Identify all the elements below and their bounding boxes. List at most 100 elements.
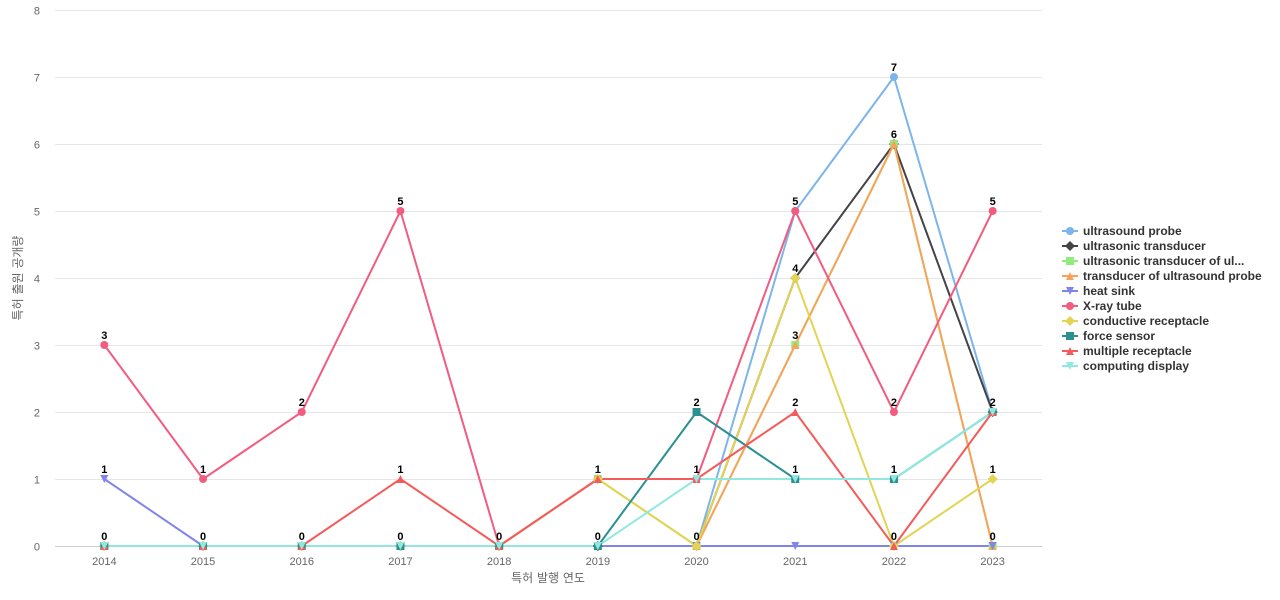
data-label: 2	[792, 397, 798, 409]
legend-marker-icon	[1066, 362, 1074, 370]
data-label: 5	[792, 196, 798, 208]
data-point	[396, 207, 405, 215]
data-point	[889, 408, 898, 416]
x-tick-label: 2018	[487, 556, 511, 568]
data-label: 1	[693, 464, 699, 476]
legend-item[interactable]: transducer of ultrasound probe	[1062, 269, 1262, 283]
data-label: 2	[990, 397, 996, 409]
legend-marker-icon	[1066, 302, 1074, 310]
legend-item[interactable]: conductive receptacle	[1062, 314, 1209, 328]
data-point	[889, 73, 898, 81]
series-lines	[103, 76, 994, 547]
y-tick-label: 0	[34, 542, 40, 554]
data-label: 0	[891, 531, 897, 543]
data-label: 0	[299, 531, 305, 543]
series-line	[103, 210, 994, 547]
y-tick-label: 3	[34, 341, 40, 353]
legend-item[interactable]: ultrasound probe	[1062, 224, 1182, 238]
data-point	[495, 542, 504, 550]
legend-marker-icon	[1066, 332, 1074, 340]
data-label: 3	[792, 330, 798, 342]
data-point	[889, 140, 898, 148]
data-point	[889, 542, 898, 550]
legend-item[interactable]: multiple receptacle	[1062, 344, 1192, 358]
data-point	[593, 542, 602, 550]
data-label: 2	[891, 397, 897, 409]
legend-label: ultrasonic transducer of ul...	[1083, 254, 1244, 268]
gridlines	[55, 10, 1042, 480]
data-label: 6	[891, 129, 897, 141]
data-label: 1	[101, 464, 107, 476]
data-label: 1	[595, 464, 601, 476]
data-point	[297, 408, 306, 416]
data-point	[791, 475, 800, 483]
data-label: 1	[990, 464, 996, 476]
x-tick-label: 2014	[92, 556, 116, 568]
data-label: 0	[101, 531, 107, 543]
data-label: 5	[397, 196, 403, 208]
series-line	[103, 411, 994, 547]
y-tick-label: 5	[34, 207, 40, 219]
legend-marker-icon	[1066, 257, 1074, 265]
x-tick-label: 2016	[290, 556, 314, 568]
legend-label: force sensor	[1083, 329, 1155, 343]
data-point	[100, 542, 109, 550]
data-label: 2	[299, 397, 305, 409]
data-label: 7	[891, 62, 897, 74]
data-label: 2	[693, 397, 699, 409]
data-point	[988, 408, 997, 416]
data-point	[691, 541, 702, 551]
x-axis-title: 특허 발행 연도	[511, 570, 585, 585]
data-label: 5	[990, 196, 996, 208]
x-tick-label: 2017	[388, 556, 412, 568]
data-point	[100, 475, 109, 483]
data-point	[396, 542, 405, 550]
legend-item[interactable]: computing display	[1062, 359, 1189, 373]
data-label: 4	[792, 263, 799, 275]
legend-label: computing display	[1083, 359, 1189, 373]
data-point	[791, 341, 800, 349]
data-point	[791, 542, 800, 550]
data-point	[199, 475, 208, 483]
legend-label: heat sink	[1083, 284, 1135, 298]
data-label: 0	[496, 531, 502, 543]
y-tick-label: 2	[34, 408, 40, 420]
data-point	[988, 207, 997, 215]
x-tick-label: 2015	[191, 556, 215, 568]
data-point	[100, 341, 109, 349]
x-tick-label: 2023	[980, 556, 1004, 568]
x-tick-label: 2019	[586, 556, 610, 568]
legend-label: ultrasound probe	[1083, 224, 1182, 238]
y-tick-label: 6	[34, 140, 40, 152]
data-point	[987, 474, 998, 484]
legend-item[interactable]: force sensor	[1062, 329, 1155, 343]
legend-item[interactable]: ultrasonic transducer	[1062, 239, 1206, 253]
legend-marker-icon	[1066, 287, 1074, 295]
legend-item[interactable]: ultrasonic transducer of ul...	[1062, 254, 1244, 268]
legend-marker-icon	[1065, 241, 1075, 251]
legend-marker-icon	[1066, 347, 1074, 355]
legend-label: conductive receptacle	[1083, 314, 1209, 328]
legend-label: X-ray tube	[1083, 299, 1142, 313]
data-point	[199, 542, 208, 550]
legend-item[interactable]: heat sink	[1062, 284, 1135, 298]
x-tick-label: 2021	[783, 556, 807, 568]
legend-item[interactable]: X-ray tube	[1062, 299, 1142, 313]
y-axis-title: 특허 출원 공개량	[11, 236, 25, 321]
data-label: 0	[693, 531, 699, 543]
data-point	[889, 475, 898, 483]
x-tick-label: 2022	[882, 556, 906, 568]
y-tick-label: 7	[34, 73, 40, 85]
data-label: 1	[891, 464, 897, 476]
legend-label: transducer of ultrasound probe	[1083, 269, 1262, 283]
data-point	[692, 408, 701, 416]
x-tick-label: 2020	[684, 556, 708, 568]
data-point	[988, 542, 997, 550]
data-point	[790, 273, 801, 283]
data-point	[297, 542, 306, 550]
legend-marker-icon	[1066, 272, 1074, 280]
series-markers	[99, 73, 998, 551]
